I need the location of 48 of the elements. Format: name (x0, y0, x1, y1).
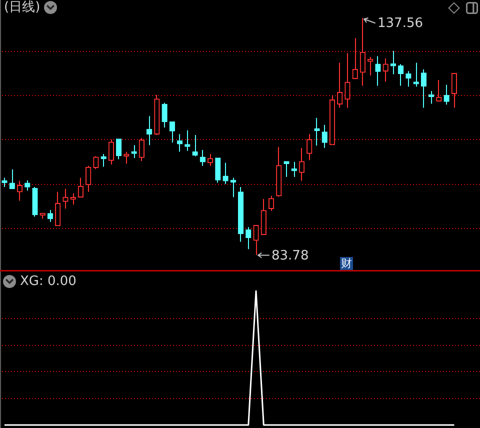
candlestick (108, 138, 114, 166)
candlestick (337, 62, 343, 108)
candlestick (24, 180, 30, 192)
candlestick (406, 70, 412, 88)
candlestick (375, 56, 381, 86)
candlestick (16, 180, 23, 202)
candlestick (268, 195, 274, 212)
candlestick (184, 130, 190, 152)
candlestick (284, 160, 290, 178)
candlestick (444, 84, 450, 106)
candlestick (116, 138, 122, 160)
candlestick (78, 177, 84, 198)
candlestick (260, 198, 266, 236)
candlestick (436, 79, 442, 102)
candlestick (55, 191, 61, 226)
candlestick (200, 150, 206, 166)
candlestick (298, 147, 305, 182)
text: 财 (340, 257, 353, 270)
candlestick (192, 134, 198, 157)
candlestick (420, 68, 427, 108)
candlestick (207, 153, 214, 166)
candlestick (222, 162, 228, 184)
candlestick (253, 224, 259, 256)
annotation: 83.78 (272, 248, 309, 264)
candlestick (344, 52, 350, 108)
candlestick (146, 116, 152, 146)
candlestick (398, 64, 404, 86)
candlestick (162, 102, 168, 128)
candlestick (382, 58, 388, 82)
candlestick (131, 144, 137, 158)
candlestick (451, 72, 458, 108)
chart-title: XG: 0.00 (20, 274, 76, 289)
candlestick (47, 209, 54, 222)
candlestick (306, 134, 312, 161)
candlestick (413, 62, 419, 88)
candlestick (138, 138, 145, 162)
candlestick (215, 157, 221, 184)
annotation: 137.56 (378, 16, 423, 31)
candlestick (360, 18, 366, 86)
chart-title: (日线) (4, 0, 40, 15)
candlestick (169, 121, 176, 144)
candlestick (322, 124, 328, 148)
candlestick (352, 38, 358, 80)
candlestick (86, 165, 92, 192)
candlestick (93, 156, 99, 170)
candlestick (62, 188, 68, 210)
candlestick (368, 56, 374, 76)
candlestick (246, 226, 252, 250)
